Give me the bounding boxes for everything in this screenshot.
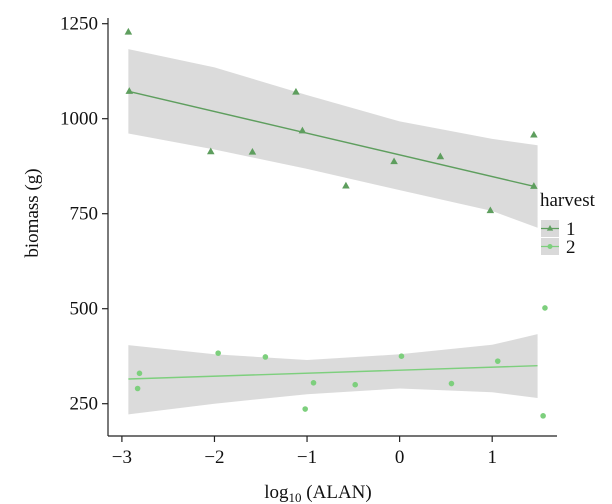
data-point-series-1 <box>125 87 134 94</box>
data-point-series-2 <box>448 380 455 387</box>
x-tick-label: 1 <box>487 447 497 468</box>
data-point-series-1 <box>390 157 398 165</box>
data-point-series-1 <box>206 147 215 155</box>
data-point-series-2 <box>136 370 143 377</box>
data-point-series-2 <box>262 354 269 360</box>
legend-title: harvest <box>540 190 596 211</box>
x-axis-title-tail: (ALAN) <box>302 482 372 503</box>
x-axis-title-main: log <box>264 482 289 503</box>
legend-key-marker <box>546 225 554 231</box>
ci-band-series-2 <box>128 334 538 415</box>
data-point-series-1 <box>298 126 307 134</box>
data-point-series-1 <box>436 152 445 160</box>
x-axis-title: log10 (ALAN) <box>264 482 371 504</box>
data-point-series-2 <box>352 381 358 388</box>
data-point-series-2 <box>310 380 317 386</box>
data-point-series-1 <box>530 130 538 138</box>
legend-key-2 <box>541 238 559 255</box>
y-ticks: 250 500 750 1000 1250 <box>60 14 108 415</box>
y-tick-label: 1250 <box>60 14 98 35</box>
ci-band-layer <box>128 49 538 415</box>
fit-line-series-2 <box>128 365 538 380</box>
y-tick-label: 500 <box>70 299 99 320</box>
data-point-series-2 <box>134 385 141 392</box>
data-point-series-2 <box>494 358 501 364</box>
legend-key-1 <box>541 220 559 237</box>
fit-line-series-1 <box>128 90 535 188</box>
data-point-series-2 <box>398 353 405 360</box>
x-ticks: −3 −2 −1 0 1 <box>112 436 497 468</box>
x-tick-label: −3 <box>112 447 132 468</box>
fit-line-layer <box>128 90 538 380</box>
data-point-series-2 <box>302 406 308 412</box>
data-point-series-1 <box>124 27 133 35</box>
y-tick-label: 250 <box>70 394 99 415</box>
legend-label-2: 2 <box>566 237 576 258</box>
data-point-series-1 <box>292 87 300 95</box>
data-point-series-1 <box>486 206 495 214</box>
x-tick-label: −1 <box>297 447 317 468</box>
data-point-series-2 <box>215 350 221 356</box>
legend-label-1: 1 <box>566 219 576 240</box>
y-tick-label: 1000 <box>60 109 98 130</box>
points-layer <box>124 27 548 419</box>
x-axis-title-subscript: 10 <box>289 490 302 504</box>
y-tick-label: 750 <box>70 204 99 225</box>
ci-band-series-1 <box>128 49 538 228</box>
data-point-series-1 <box>530 182 538 189</box>
data-point-series-1 <box>342 181 350 189</box>
x-tick-label: 0 <box>395 447 405 468</box>
legend: harvest 1 2 <box>540 190 596 258</box>
data-point-series-2 <box>542 305 548 311</box>
x-tick-label: −2 <box>204 447 224 468</box>
data-point-series-1 <box>248 147 257 155</box>
legend-key-marker <box>547 244 553 249</box>
data-point-series-2 <box>540 413 546 419</box>
y-axis-title: biomass (g) <box>22 168 43 257</box>
